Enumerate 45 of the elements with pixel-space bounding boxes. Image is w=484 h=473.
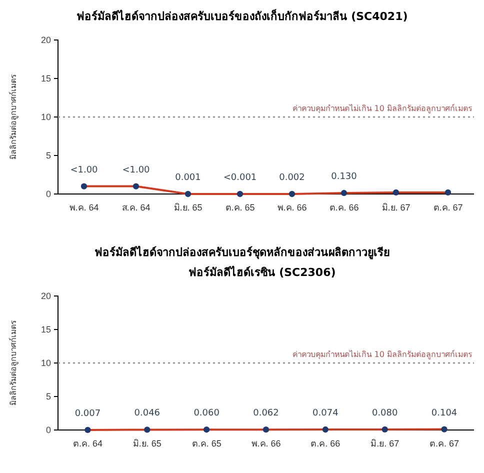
x-tick-label: พ.ค. 64	[69, 202, 99, 212]
x-tick-label: ต.ค. 65	[192, 438, 222, 448]
x-tick-label: พ.ค. 66	[277, 202, 307, 212]
y-tick-label: 20	[40, 34, 51, 45]
x-tick-label: ต.ค. 66	[329, 202, 359, 212]
x-tick-label: มิ.ย. 65	[132, 438, 162, 448]
y-tick-label: 5	[46, 150, 51, 160]
data-label: 0.060	[194, 408, 220, 419]
x-tick-label: ต.ค. 64	[72, 438, 102, 448]
y-tick-label: 5	[46, 391, 51, 402]
x-tick-label: ต.ค. 65	[225, 202, 255, 212]
data-label: 0.002	[279, 172, 305, 183]
x-tick-label: ต.ค. 67	[430, 438, 460, 448]
data-label: <1.00	[122, 165, 150, 176]
y-tick-label: 20	[40, 290, 51, 301]
chart-title: ฟอร์มัลดีไฮด์จากปล่องสครับเบอร์ของถังเก็บกักฟอร์มาลีน (SC4021)	[76, 9, 408, 23]
data-label: 0.046	[134, 408, 160, 419]
y-axis-title: มิลลิกรัมต่อลูกบาศก์เมตร	[8, 74, 19, 160]
chart-subtitle: ฟอร์มัลดีไฮด์เรซิน (SC2306)	[188, 265, 336, 279]
x-tick-label: พ.ค. 66	[251, 438, 281, 448]
data-label: <1.00	[70, 165, 98, 176]
x-tick-label: ต.ค. 67	[433, 202, 463, 212]
ref-line-label: ค่าควบคุมกำหนดไม่เกิน 10 มิลลิกรัมต่อลูกบาศก์เมตร	[292, 349, 473, 360]
x-tick-label: มิ.ย. 65	[174, 202, 202, 212]
chart-title: ฟอร์มัลดีไฮด์จากปล่องสครับเบอร์ชุดหลักของส่วนผลิตกาวยูเรีย	[94, 245, 390, 260]
data-label: 0.080	[372, 408, 398, 418]
data-label: <0.001	[223, 172, 257, 183]
ref-line-label: ค่าควบคุมกำหนดไม่เกิน 10 มิลลิกรัมต่อลูกบาศก์เมตร	[292, 103, 473, 114]
y-axis-title: มิลลิกรัมต่อลูกบาศก์เมตร	[8, 320, 19, 406]
x-tick-label: ส.ค. 64	[122, 202, 150, 212]
data-label: 0.001	[175, 172, 201, 183]
data-label: 0.007	[74, 408, 101, 419]
x-tick-label: มิ.ย. 67	[382, 202, 410, 212]
y-tick-label: 10	[40, 358, 51, 368]
data-label: 0.062	[253, 408, 279, 419]
data-label: 0.074	[312, 408, 339, 419]
y-tick-label: 10	[40, 112, 51, 122]
y-tick-label: 0	[46, 188, 51, 199]
data-label: 0.104	[431, 408, 458, 418]
y-tick-label: 0	[46, 424, 51, 435]
x-tick-label: ต.ค. 66	[310, 438, 340, 448]
data-label: 0.130	[331, 172, 358, 182]
y-tick-label: 15	[40, 73, 51, 84]
x-tick-label: มิ.ย. 67	[370, 438, 400, 448]
y-tick-label: 15	[40, 324, 51, 334]
